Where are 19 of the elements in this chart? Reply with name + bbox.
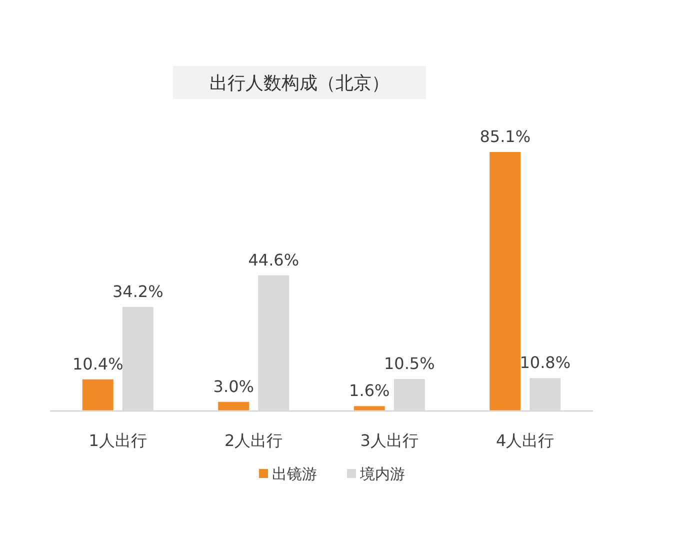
data-label: 10.5% xyxy=(384,354,435,374)
data-label: 34.2% xyxy=(112,282,164,301)
bar xyxy=(354,406,385,411)
x-tick-label: 3人出行 xyxy=(360,431,418,450)
legend-label: 境内游 xyxy=(359,465,405,483)
x-tick-label: 2人出行 xyxy=(224,431,283,450)
bar xyxy=(82,379,114,411)
legend-label: 出镜游 xyxy=(272,465,317,483)
data-label: 3.0% xyxy=(213,376,254,396)
data-label: 10.4% xyxy=(72,354,124,374)
bar xyxy=(490,152,521,411)
data-label: 10.8% xyxy=(520,353,571,372)
x-tick-label: 1人出行 xyxy=(88,431,147,450)
data-label: 1.6% xyxy=(349,381,390,400)
x-tick-label: 4人出行 xyxy=(496,431,554,450)
data-label: 85.1% xyxy=(480,127,531,146)
chart-title: 出行人数构成（北京） xyxy=(210,73,390,94)
bar xyxy=(218,402,250,411)
data-label: 44.6% xyxy=(248,250,300,270)
